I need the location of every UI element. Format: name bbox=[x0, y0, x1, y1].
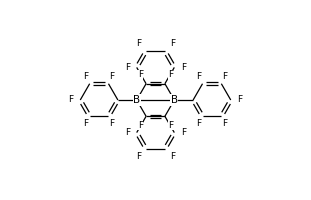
Text: F: F bbox=[136, 39, 142, 48]
Text: B: B bbox=[171, 95, 178, 105]
Text: F: F bbox=[69, 96, 74, 104]
Text: F: F bbox=[181, 128, 186, 137]
Text: F: F bbox=[222, 72, 228, 81]
Text: F: F bbox=[125, 128, 130, 137]
Text: F: F bbox=[138, 121, 143, 130]
Text: F: F bbox=[168, 70, 173, 79]
Text: F: F bbox=[136, 152, 142, 161]
Text: F: F bbox=[138, 70, 143, 79]
Text: F: F bbox=[181, 63, 186, 72]
Text: B: B bbox=[133, 95, 140, 105]
Text: F: F bbox=[109, 72, 115, 81]
Text: F: F bbox=[222, 119, 228, 128]
Text: F: F bbox=[109, 119, 115, 128]
Text: F: F bbox=[169, 39, 175, 48]
Text: F: F bbox=[196, 119, 202, 128]
Text: F: F bbox=[83, 72, 89, 81]
Text: F: F bbox=[125, 63, 130, 72]
Text: F: F bbox=[169, 152, 175, 161]
Text: F: F bbox=[196, 72, 202, 81]
Text: F: F bbox=[168, 121, 173, 130]
Text: F: F bbox=[237, 96, 242, 104]
Text: F: F bbox=[83, 119, 89, 128]
